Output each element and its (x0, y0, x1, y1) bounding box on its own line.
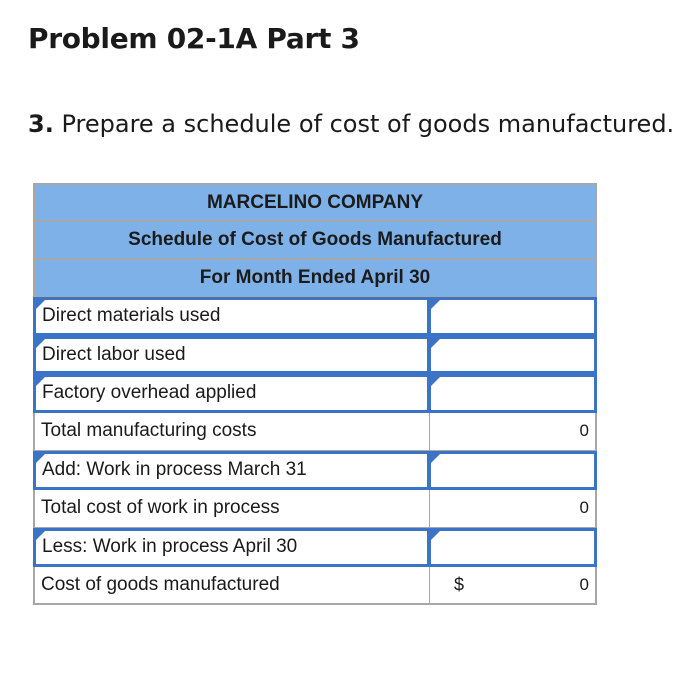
direct-materials-label-input[interactable]: Direct materials used (33, 297, 429, 336)
input-marker-icon (36, 531, 45, 540)
input-marker-icon (431, 454, 440, 463)
row-label: Add: Work in process March 31 (42, 459, 307, 481)
beginning-wip-amount-input[interactable] (429, 451, 597, 490)
input-marker-icon (431, 300, 440, 309)
beginning-wip-label-input[interactable]: Add: Work in process March 31 (33, 451, 429, 490)
table-row: Add: Work in process March 31 (33, 451, 597, 490)
schedule-title-header: Schedule of Cost of Goods Manufactured (33, 221, 597, 259)
row-label: Direct labor used (42, 343, 186, 365)
row-label: Total manufacturing costs (41, 420, 257, 442)
instruction-text: Prepare a schedule of cost of goods manu… (61, 110, 675, 138)
table-row: Total cost of work in process 0 (33, 489, 597, 528)
ending-wip-amount-input[interactable] (429, 528, 597, 567)
input-marker-icon (36, 338, 45, 348)
row-value: 0 (579, 574, 589, 594)
currency-symbol: $ (454, 574, 465, 595)
row-label: Cost of goods manufactured (41, 573, 280, 595)
cogm-schedule-table: MARCELINO COMPANY Schedule of Cost of Go… (33, 183, 597, 605)
table-row: Factory overhead applied (33, 374, 597, 413)
table-row: Direct materials used (33, 297, 597, 336)
row-value: 0 (579, 421, 589, 441)
table-row: Less: Work in process April 30 (33, 528, 597, 567)
input-marker-icon (36, 377, 45, 386)
direct-labor-label-input[interactable]: Direct labor used (33, 335, 429, 374)
ending-wip-label-input[interactable]: Less: Work in process April 30 (33, 528, 429, 567)
page-title: Problem 02-1A Part 3 (28, 22, 360, 55)
instruction-number: 3. (28, 110, 54, 138)
input-marker-icon (431, 377, 440, 386)
cogm-value: $ 0 (429, 566, 597, 605)
input-marker-icon (36, 454, 45, 463)
row-label: Total cost of work in process (41, 497, 280, 519)
total-manufacturing-costs-label: Total manufacturing costs (33, 412, 429, 451)
table-row: Cost of goods manufactured $ 0 (33, 566, 597, 605)
factory-overhead-amount-input[interactable] (429, 374, 597, 413)
factory-overhead-label-input[interactable]: Factory overhead applied (33, 374, 429, 413)
row-label: Direct materials used (42, 305, 221, 327)
table-row: Direct labor used (33, 335, 597, 374)
row-value: 0 (579, 498, 589, 518)
period-header: For Month Ended April 30 (33, 259, 597, 297)
input-marker-icon (431, 531, 440, 540)
table-row: Total manufacturing costs 0 (33, 412, 597, 451)
input-marker-icon (36, 300, 45, 309)
total-manufacturing-costs-value: 0 (429, 412, 597, 451)
direct-labor-amount-input[interactable] (429, 335, 597, 374)
input-marker-icon (431, 338, 440, 348)
row-label: Factory overhead applied (42, 382, 257, 404)
company-name-header: MARCELINO COMPANY (33, 183, 597, 221)
total-cost-wip-label: Total cost of work in process (33, 489, 429, 528)
instruction: 3. Prepare a schedule of cost of goods m… (28, 110, 674, 138)
cogm-label: Cost of goods manufactured (33, 566, 429, 605)
row-label: Less: Work in process April 30 (42, 536, 298, 558)
total-cost-wip-value: 0 (429, 489, 597, 528)
direct-materials-amount-input[interactable] (429, 297, 597, 336)
